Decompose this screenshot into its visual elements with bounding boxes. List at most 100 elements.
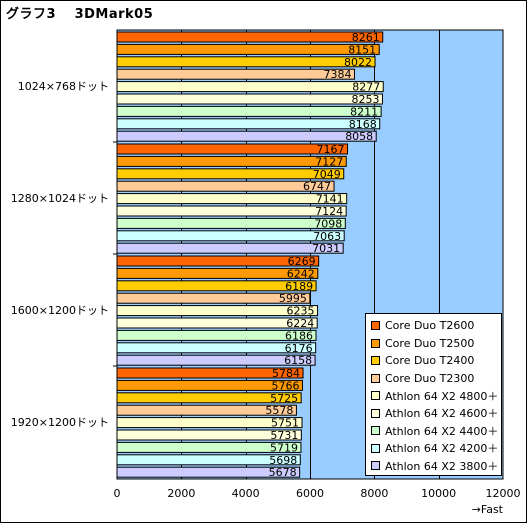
bar: [116, 292, 311, 304]
bar: [116, 466, 301, 478]
bar: [116, 280, 317, 292]
bar: [116, 168, 345, 180]
legend-label: Athlon 64 X2 4400＋: [385, 424, 499, 438]
legend: Core Duo T2600 Core Duo T2500 Core Duo T24…: [365, 313, 502, 476]
category-label: 1280×1024ドット: [11, 192, 109, 205]
data-label: 6224: [286, 317, 314, 330]
data-label: 8253: [351, 93, 379, 106]
legend-label: Athlon 64 X2 4200＋: [385, 442, 499, 456]
bar: [116, 379, 303, 391]
bar: [116, 180, 335, 192]
bar: [116, 242, 344, 254]
bar: [116, 342, 317, 354]
bar: [116, 205, 347, 217]
bar: [116, 305, 319, 317]
legend-label: Core Duo T2600: [385, 319, 475, 333]
data-label: 5995: [279, 292, 307, 305]
bar: [116, 68, 356, 80]
bar: [116, 255, 320, 267]
bar: [116, 105, 382, 117]
x-tick-label: 0: [114, 487, 121, 500]
bar: [116, 429, 302, 441]
data-label: 5766: [271, 379, 299, 392]
x-tick-label: 2000: [167, 487, 195, 500]
bar: [116, 417, 303, 429]
data-label: 5719: [270, 441, 298, 454]
bar: [116, 454, 301, 466]
data-label: 6186: [285, 329, 313, 342]
legend-item: Athlon 64 X2 4400＋: [371, 422, 501, 440]
x-tick-label: 4000: [232, 487, 260, 500]
bar: [116, 329, 317, 341]
legend-swatch: [371, 373, 380, 383]
bar: [116, 93, 383, 105]
legend-label: Athlon 64 X2 3800＋: [385, 459, 499, 473]
bar: [116, 404, 297, 416]
data-label: 8211: [350, 105, 378, 118]
legend-swatch: [371, 321, 380, 331]
data-label: 5725: [270, 392, 298, 405]
legend-swatch: [371, 356, 380, 366]
data-label: 6158: [284, 354, 312, 367]
bar: [116, 441, 302, 453]
bar: [116, 267, 319, 279]
legend-label: Core Duo T2400: [385, 354, 475, 368]
bar: [116, 392, 302, 404]
legend-label: Core Duo T2500: [385, 336, 475, 350]
bar: [116, 130, 377, 142]
data-label: 7167: [317, 143, 345, 156]
data-label: 6269: [288, 255, 316, 268]
data-label: 8058: [345, 130, 373, 143]
data-label: 5784: [272, 367, 300, 380]
data-label: 6747: [303, 180, 331, 193]
data-label: 7124: [315, 205, 343, 218]
category-label: 1024×768ドット: [18, 80, 109, 93]
data-label: 6176: [285, 342, 313, 355]
data-label: 7141: [316, 193, 344, 206]
category-label: 1600×1200ドット: [11, 304, 109, 317]
x-tick-label: 6000: [296, 487, 324, 500]
data-label: 5698: [269, 454, 297, 467]
data-label: 7049: [313, 168, 341, 181]
data-label: 7031: [312, 242, 340, 255]
legend-label: Athlon 64 X2 4800＋: [385, 389, 499, 403]
bar: [116, 217, 346, 229]
data-label: 6235: [287, 305, 315, 318]
data-label: 5731: [270, 429, 298, 442]
legend-item: Core Duo T2300: [371, 370, 501, 388]
legend-item: Athlon 64 X2 4600＋: [371, 405, 501, 423]
chart-title: グラフ3 3DMark05: [6, 7, 154, 22]
bar: [116, 317, 318, 329]
x-tick-label: 8000: [360, 487, 388, 500]
data-label: 8022: [344, 56, 372, 69]
legend-item: Core Duo T2500: [371, 335, 501, 353]
legend-label: Athlon 64 X2 4600＋: [385, 407, 499, 421]
bar: [116, 56, 376, 68]
x-axis-label: →Fast: [472, 503, 504, 516]
legend-item: Core Duo T2400: [371, 352, 501, 370]
data-label: 5678: [269, 466, 297, 479]
bar: [116, 354, 316, 366]
bar: [116, 31, 384, 43]
bar: [116, 81, 384, 93]
data-label: 6242: [287, 267, 315, 280]
legend-item: Core Duo T2600: [371, 317, 501, 335]
bar: [116, 367, 304, 379]
x-tick-label: 12000: [486, 487, 521, 500]
bar: [116, 43, 380, 55]
legend-swatch: [371, 338, 380, 348]
data-label: 7098: [314, 217, 342, 230]
data-label: 8261: [352, 31, 380, 44]
x-tick-label: 10000: [421, 487, 456, 500]
bar: [116, 118, 381, 130]
legend-item: Athlon 64 X2 3800＋: [371, 457, 501, 475]
data-label: 7127: [315, 155, 343, 168]
category-label: 1920×1200ドット: [11, 416, 109, 429]
legend-swatch: [371, 461, 380, 471]
bar: [116, 193, 348, 205]
legend-item: Athlon 64 X2 4800＋: [371, 387, 501, 405]
data-label: 8151: [348, 43, 376, 56]
data-label: 7063: [313, 230, 341, 243]
data-label: 5751: [271, 417, 299, 430]
